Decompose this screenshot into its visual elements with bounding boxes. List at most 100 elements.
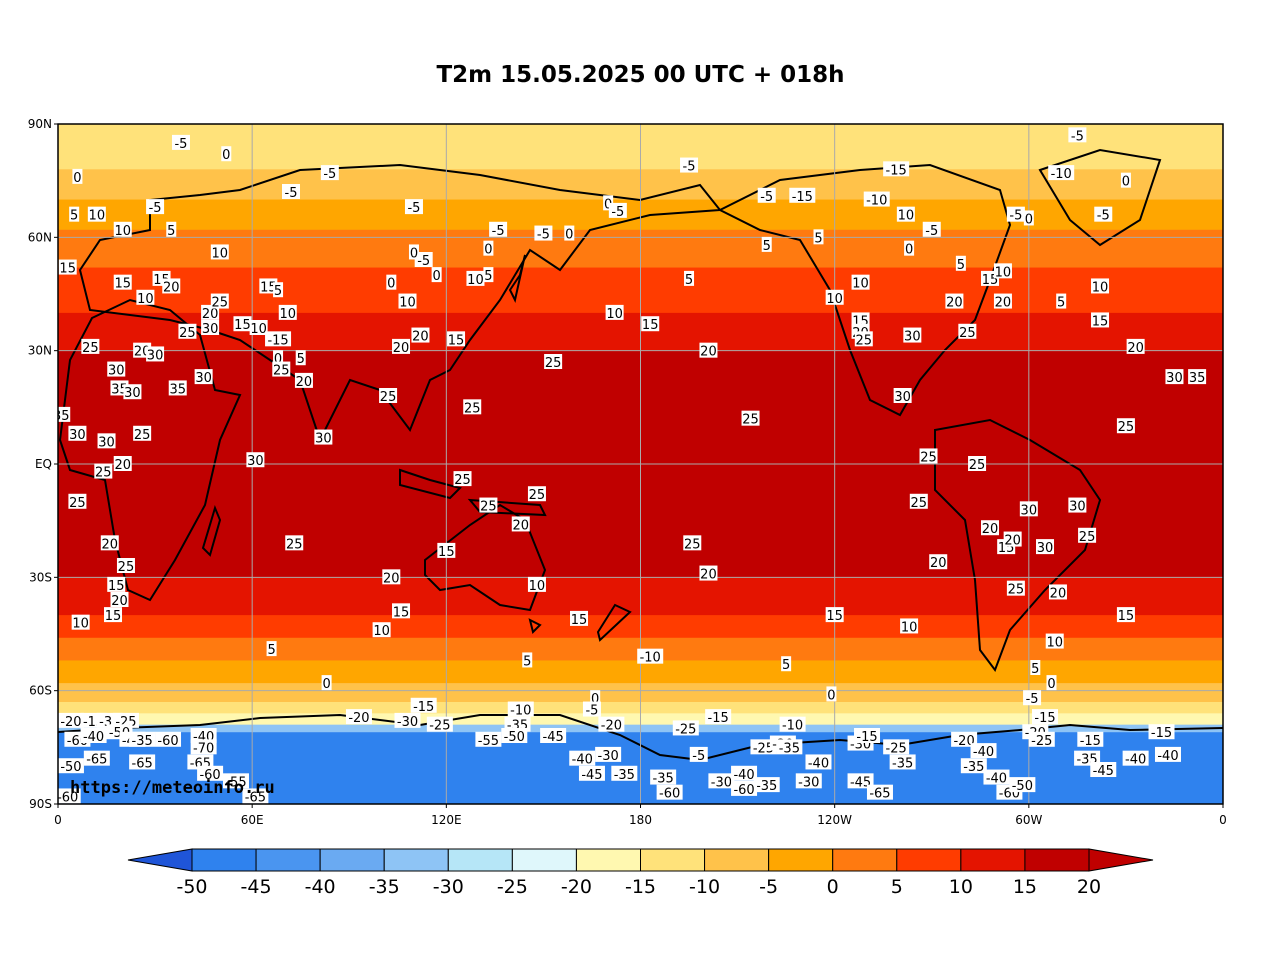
colorbar-segment	[383, 848, 449, 872]
svg-text:25: 25	[856, 333, 873, 348]
svg-text:-15: -15	[792, 190, 813, 205]
contour-label: -50	[1009, 777, 1036, 794]
colorbar-tick-label: -45	[241, 876, 272, 898]
contour-label: -40	[731, 765, 758, 783]
contour-label: 5	[522, 652, 533, 669]
svg-text:10: 10	[852, 277, 869, 292]
contour-label: -30	[394, 712, 421, 730]
svg-text:-20: -20	[601, 719, 622, 734]
contour-label: -5	[608, 202, 627, 220]
contour-label: 15	[259, 278, 278, 295]
contour-label: 0	[72, 168, 83, 186]
svg-text:30: 30	[1069, 500, 1086, 515]
svg-text:-5: -5	[692, 749, 705, 764]
contour-label: 5	[813, 229, 824, 246]
svg-text:-60: -60	[157, 734, 178, 749]
contour-label: -15	[854, 728, 881, 745]
contour-label: 20	[382, 569, 401, 586]
contour-label: 20	[1048, 584, 1067, 601]
colorbar-segment	[511, 848, 577, 872]
svg-text:-45: -45	[1093, 764, 1114, 779]
contour-label: 30	[1019, 501, 1038, 518]
contour-label: 25	[958, 323, 977, 341]
svg-text:-55: -55	[225, 775, 246, 790]
contour-label: 15	[233, 316, 252, 333]
contour-label: 30	[97, 433, 116, 450]
contour-label: 15	[113, 274, 132, 292]
contour-label: 0	[273, 350, 284, 367]
colorbar-segment	[768, 848, 834, 872]
contour-label: 15	[641, 316, 660, 333]
svg-text:-15: -15	[886, 163, 907, 178]
lat-tick-label: 30N	[28, 344, 52, 358]
svg-text:30: 30	[202, 322, 219, 337]
svg-text:25: 25	[1008, 583, 1025, 598]
contour-label: 0	[321, 675, 332, 692]
svg-text:30: 30	[1166, 371, 1183, 386]
svg-text:25: 25	[82, 341, 99, 356]
contour-label: 10	[825, 289, 844, 307]
colorbar-low-extend	[127, 848, 193, 872]
contour-label: 15	[447, 331, 466, 348]
contour-label: 10	[1091, 278, 1110, 295]
svg-text:-50: -50	[504, 730, 525, 745]
svg-text:0: 0	[274, 352, 282, 367]
svg-text:10: 10	[1092, 280, 1109, 295]
contour-label: -15	[1148, 724, 1175, 741]
svg-text:25: 25	[529, 488, 546, 503]
svg-text:-5: -5	[1071, 129, 1084, 144]
contour-label: 5	[1056, 293, 1067, 311]
svg-text:-5: -5	[1009, 209, 1022, 224]
svg-text:-5: -5	[407, 201, 420, 216]
contour-label: -40	[1122, 750, 1149, 768]
svg-text:25: 25	[545, 356, 562, 371]
svg-text:0: 0	[322, 677, 330, 692]
contour-label: -5	[1094, 206, 1113, 224]
contour-labels: -5-5-50-5-5-5051010155101510152025202530…	[58, 127, 1207, 805]
contour-label: 25	[527, 486, 546, 503]
contour-label: 20	[929, 554, 948, 571]
svg-text:25: 25	[118, 560, 135, 575]
contour-label: 30	[194, 369, 213, 386]
contour-label: 15	[825, 607, 844, 624]
svg-text:25: 25	[179, 326, 196, 341]
svg-text:-5: -5	[925, 224, 938, 239]
contour-label: -10	[863, 191, 890, 209]
svg-text:-5: -5	[537, 228, 550, 243]
contour-label: 15	[1091, 312, 1110, 329]
contour-label: 20	[511, 516, 530, 533]
svg-text:10: 10	[399, 296, 416, 311]
contour-label: -55	[475, 731, 502, 749]
contour-label: 25	[178, 323, 197, 341]
contour-label: 0	[1046, 675, 1057, 692]
contour-label: -45	[1090, 762, 1117, 779]
svg-text:-40: -40	[1157, 749, 1178, 764]
svg-text:0: 0	[827, 688, 835, 703]
contour-label: 20	[162, 278, 181, 295]
contour-label: -10	[1048, 165, 1075, 182]
contour-label: 5	[1030, 660, 1041, 677]
lon-tick-label: 60W	[1015, 813, 1042, 827]
contour-label: -15	[883, 161, 910, 178]
svg-text:20: 20	[946, 296, 963, 311]
contour-label: 10	[896, 206, 915, 224]
contour-label: 25	[1006, 580, 1025, 598]
svg-text:10: 10	[826, 292, 843, 307]
svg-text:-40: -40	[1125, 753, 1146, 768]
svg-text:-45: -45	[543, 730, 564, 745]
svg-text:0: 0	[484, 243, 492, 258]
contour-label: -50	[58, 758, 84, 775]
svg-text:20: 20	[114, 458, 131, 473]
svg-text:-65: -65	[245, 790, 266, 805]
svg-text:-25: -25	[1031, 734, 1052, 749]
contour-label: 30	[1036, 539, 1055, 556]
colorbar-tick-label: -25	[497, 876, 528, 898]
contour-label: -45	[540, 728, 567, 745]
contour-label: 30	[246, 452, 265, 469]
svg-text:10: 10	[373, 624, 390, 639]
svg-text:25: 25	[920, 450, 937, 465]
svg-text:10: 10	[901, 620, 918, 635]
svg-text:15: 15	[642, 318, 659, 333]
